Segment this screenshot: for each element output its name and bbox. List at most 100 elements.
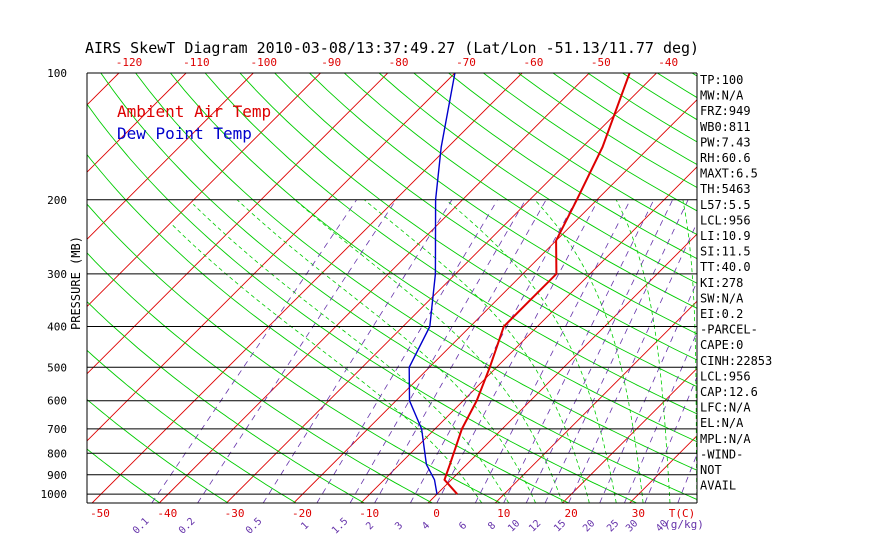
dry-adiabat-line [378, 73, 697, 284]
index-entry: KI:278 [700, 276, 743, 290]
dew-point-line [408, 73, 456, 495]
top-temp-tick-label: -40 [658, 56, 678, 69]
y-axis-label: PRESSURE (MB) [69, 236, 83, 330]
moist-adiabat-line [172, 225, 483, 503]
dry-adiabat-line [831, 73, 870, 503]
index-entry: WB0:811 [700, 120, 751, 134]
dry-adiabat-line [204, 73, 697, 415]
legend-entry-dew-point-temp: Dew Point Temp [117, 124, 252, 143]
isotherm-line [427, 233, 697, 503]
index-entry: EL:N/A [700, 416, 744, 430]
mixing-ratio-tick-label: 25 [605, 518, 621, 534]
index-entry: FRZ:949 [700, 104, 751, 118]
top-temp-tick-label: -60 [523, 56, 543, 69]
index-entry: TT:40.0 [700, 260, 751, 274]
index-entry: SW:N/A [700, 291, 744, 305]
dry-adiabat-line [239, 73, 697, 388]
mixing-ratio-tick-label: 6 [457, 520, 469, 532]
pressure-tick-label: 100 [47, 67, 67, 80]
moist-adiabat-line [294, 199, 563, 503]
mixing-ratio-line [474, 199, 631, 503]
isotherm-line [91, 73, 523, 503]
mixing-ratio-tick-label: 20 [581, 518, 597, 534]
mixing-ratio-tick-label: 30 [624, 518, 640, 534]
isotherm-line [87, 73, 254, 240]
mixing-ratio-line [262, 199, 453, 503]
index-entry: -WIND- [700, 447, 743, 461]
index-entry: NOT [700, 463, 722, 477]
bottom-temp-tick-label: 20 [564, 507, 577, 520]
top-temp-tick-label: -100 [251, 56, 278, 69]
index-entry: L57:5.5 [700, 198, 751, 212]
isotherm-line [562, 367, 697, 503]
dry-adiabat-line [87, 349, 297, 503]
dry-adiabat-line [866, 73, 870, 503]
mixing-ratio-tick-label: 0.2 [177, 516, 198, 537]
pressure-tick-label: 700 [47, 423, 67, 436]
moist-adiabat-line [534, 199, 644, 503]
moist-adiabat-line [236, 199, 536, 503]
index-entry: MW:N/A [700, 89, 744, 103]
dry-adiabat-line [797, 73, 870, 503]
pressure-tick-label: 600 [47, 395, 67, 408]
isotherm-line [494, 300, 697, 503]
index-entry: EI:0.2 [700, 307, 743, 321]
mixing-ratio-line [374, 199, 547, 503]
mixing-ratio-line [544, 199, 689, 503]
bottom-temp-tick-label: 10 [497, 507, 510, 520]
top-temp-tick-label: -120 [116, 56, 143, 69]
legend-entry-ambient-air-temp: Ambient Air Temp [117, 102, 271, 121]
dry-adiabat-line [87, 398, 229, 503]
pressure-tick-label: 300 [47, 268, 67, 281]
index-entry: MPL:N/A [700, 432, 751, 446]
dry-adiabat-line [170, 73, 697, 443]
dry-adiabat-line [100, 73, 697, 501]
mixing-ratio-tick-label: 4 [420, 520, 432, 532]
bottom-temp-tick-label: 0 [433, 507, 440, 520]
mixing-ratio-line [568, 221, 697, 503]
mixing-ratio-tick-label: 12 [527, 518, 543, 534]
isotherm-line [87, 73, 120, 106]
bottom-temp-tick-label: -30 [225, 507, 245, 520]
mixing-ratio-line [410, 199, 577, 503]
dry-adiabat-line [274, 73, 697, 361]
mixing-ratio-tick-label: 10 [506, 518, 522, 534]
dry-adiabat-line [87, 252, 433, 503]
mixing-ratio-line [151, 199, 357, 503]
moist-adiabat-line [682, 199, 697, 503]
index-entry: SI:11.5 [700, 245, 751, 259]
mixing-ratio-tick-label: 15 [552, 518, 568, 534]
sounding-series [408, 73, 631, 495]
pressure-tick-label: 900 [47, 469, 67, 482]
dry-adiabat-line [87, 448, 161, 503]
mixing-ratio-tick-label: 3 [393, 520, 405, 532]
bottom-temp-tick-label: -20 [292, 507, 312, 520]
mixing-ratio-line [197, 199, 397, 503]
index-entry: MAXT:6.5 [700, 167, 758, 181]
index-entry: CAPE:0 [700, 338, 743, 352]
index-entry: LI:10.9 [700, 229, 751, 243]
mixing-ratio-line [525, 199, 673, 503]
isotherm-line [226, 73, 657, 503]
dry-adiabat-line [87, 203, 501, 503]
isotherm-line [0, 73, 52, 503]
mixing-ratio-line [316, 199, 498, 503]
isotherm-line [87, 73, 187, 173]
grid-lines [0, 73, 870, 503]
index-entry: TP:100 [700, 73, 743, 87]
mixing-ratio-tick-label: 1 [299, 520, 311, 532]
mixing-ratio-line [349, 199, 526, 503]
isotherm-line [293, 99, 697, 503]
isotherm-line [87, 73, 321, 308]
index-entry: LFC:N/A [700, 401, 751, 415]
mixing-ratio-tick-label: 0.1 [131, 516, 152, 537]
top-temp-tick-label: -90 [321, 56, 341, 69]
moist-adiabat-line [364, 199, 590, 503]
mixing-ratio-unit-label: (g/kg) [664, 518, 704, 531]
index-entry: AVAIL [700, 479, 736, 493]
pressure-tick-label: 1000 [41, 488, 68, 501]
mixing-ratio-tick-label: 8 [486, 520, 498, 532]
index-entry: CAP:12.6 [700, 385, 758, 399]
